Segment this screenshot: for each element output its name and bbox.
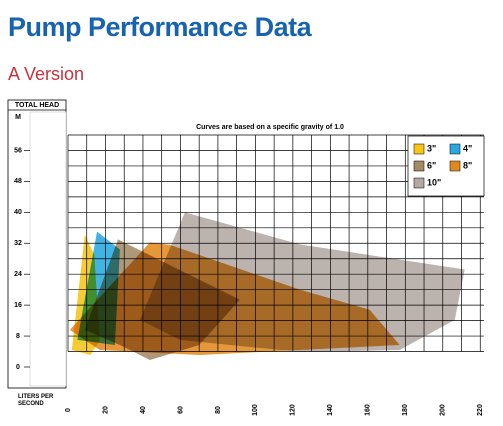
y-tick-label: 40: [14, 209, 22, 216]
y-tick-label: 32: [14, 240, 22, 247]
pump-curve-area: [71, 234, 100, 356]
legend-label: 10": [427, 177, 441, 187]
x-tick-label: 220: [477, 404, 484, 416]
legend-swatch: [413, 177, 425, 189]
legend: 10" 8" 6" 4" 3": [407, 135, 485, 197]
x-tick-label: 40: [140, 406, 147, 414]
pump-curve-area: [84, 239, 240, 361]
legend-label: 3": [427, 143, 436, 153]
y-axis-label: TOTAL HEAD: [15, 102, 59, 109]
y-tick-label: 8: [16, 333, 20, 340]
x-tick-label: 200: [440, 404, 447, 416]
legend-label: 4": [463, 143, 472, 153]
legend-swatch: [449, 143, 461, 155]
legend-swatch: [449, 160, 461, 172]
x-tick-label: 20: [102, 406, 109, 414]
x-tick-label: 140: [327, 404, 334, 416]
x-tick-label: 100: [252, 404, 259, 416]
x-tick-label: 180: [402, 404, 409, 416]
y-axis-column: [29, 111, 67, 387]
y-tick-label: 48: [14, 178, 22, 185]
x-axis-label: LITERS PER SECOND: [18, 394, 54, 407]
plot-area: [69, 212, 465, 361]
y-tick-label: 16: [14, 302, 22, 309]
x-tick-label: 120: [290, 404, 297, 416]
legend-label: 8": [463, 160, 472, 170]
subtitle: A Version: [8, 64, 85, 84]
legend-label: 6": [427, 160, 436, 170]
y-axis-unit: M: [15, 114, 21, 121]
x-tick-label: 160: [365, 404, 372, 416]
y-tick-label: 56: [14, 147, 22, 154]
y-tick-label: 24: [14, 271, 22, 278]
y-tick-label: 0: [16, 364, 20, 371]
title: Pump Performance Data: [8, 12, 312, 42]
note: Curves are based on a specific gravity o…: [196, 124, 344, 131]
x-tick-label: 0: [65, 408, 72, 412]
x-tick-label: 80: [215, 406, 222, 414]
x-tick-label: 60: [177, 406, 184, 414]
legend-swatch: [413, 160, 425, 172]
legend-swatch: [413, 143, 425, 155]
